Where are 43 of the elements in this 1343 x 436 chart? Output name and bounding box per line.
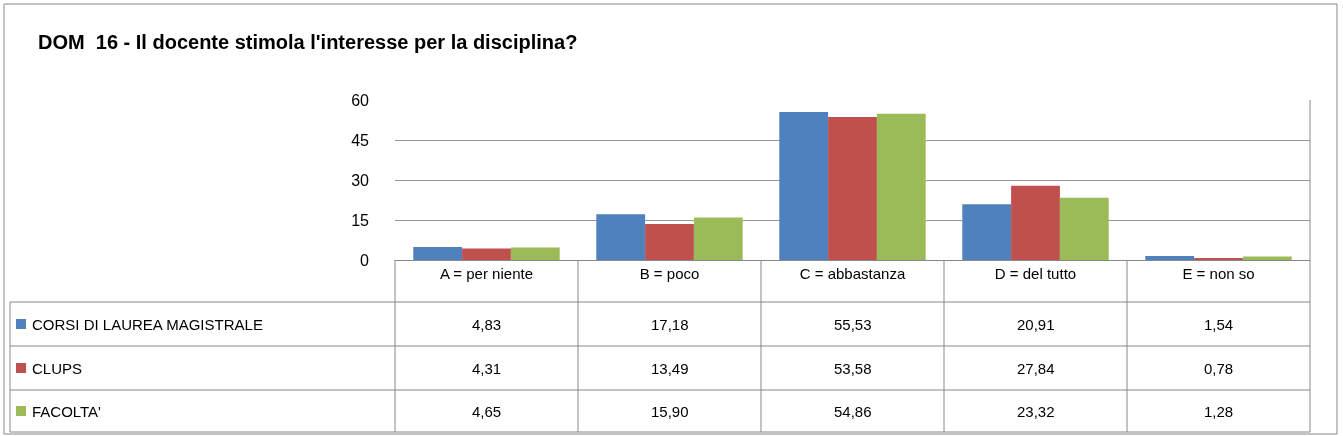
data-label: 4,65 [472, 403, 502, 420]
data-label: 53,58 [834, 360, 872, 377]
y-tick-label: 45 [351, 131, 370, 149]
data-label: 1,28 [1204, 403, 1234, 420]
y-tick-label: 0 [360, 251, 370, 269]
chart-title: DOM 16 - Il docente stimola l'interesse per la disciplina? [38, 31, 578, 53]
y-tick-label: 30 [351, 171, 370, 189]
data-label: 1,54 [1204, 316, 1234, 333]
data-label: 15,90 [651, 403, 689, 420]
data-label: 54,86 [834, 403, 872, 420]
data-label: 17,18 [651, 316, 689, 333]
bar [779, 111, 829, 260]
bar [1011, 185, 1060, 260]
bar [1059, 197, 1109, 260]
bar [828, 117, 877, 260]
x-tick-label: E = non so [1182, 265, 1255, 282]
bar [962, 204, 1012, 260]
x-tick-label: B = poco [639, 265, 700, 282]
bar [1145, 255, 1195, 260]
x-tick-label: A = per niente [440, 265, 533, 282]
bar [510, 247, 560, 260]
data-label: 27,84 [1017, 360, 1055, 377]
legend-label: CORSI DI LAUREA MAGISTRALE [32, 316, 263, 333]
bar [1194, 257, 1243, 260]
bar [596, 214, 646, 260]
x-tick-label: C = abbastanza [799, 265, 906, 282]
y-tick-label: 60 [351, 91, 370, 109]
legend-label: FACOLTA' [32, 403, 102, 420]
data-label: 4,83 [472, 316, 502, 333]
data-label: 0,78 [1204, 360, 1234, 377]
bar [876, 113, 926, 260]
data-label: 4,31 [472, 360, 502, 377]
data-label: 13,49 [651, 360, 689, 377]
bar [645, 224, 694, 260]
y-tick-label: 15 [351, 211, 370, 229]
bar [693, 217, 743, 260]
x-tick-label: D = del tutto [994, 265, 1077, 282]
legend-label: CLUPS [32, 360, 83, 377]
data-label: 20,91 [1017, 316, 1055, 333]
bar [413, 247, 463, 260]
data-label: 55,53 [834, 316, 872, 333]
data-label: 23,32 [1017, 403, 1055, 420]
bar [462, 248, 511, 260]
